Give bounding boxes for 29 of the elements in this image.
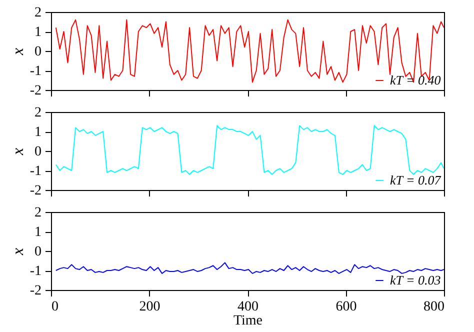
y-tick-label: 0 <box>34 244 42 260</box>
line-series <box>55 262 444 274</box>
y-axis-title: x <box>10 248 27 256</box>
line-series <box>55 19 444 83</box>
y-axis-title: x <box>10 148 27 156</box>
y-tick-label: 1 <box>34 225 42 240</box>
y-tick-label: 2 <box>34 206 42 220</box>
y-tick-label: -2 <box>30 84 42 98</box>
legend-label: kT = 0.07 <box>390 172 442 188</box>
y-tick-label: -1 <box>30 264 42 279</box>
y-tick-label: 1 <box>34 25 42 40</box>
y-tick-label: -1 <box>30 64 42 79</box>
y-tick-label: 2 <box>34 106 42 120</box>
y-tick-label: 1 <box>34 125 42 140</box>
x-tick-label: 200 <box>139 300 160 314</box>
y-tick-label: -2 <box>30 284 42 298</box>
y-tick-label: -1 <box>30 164 42 179</box>
y-axis-title: x <box>10 48 27 56</box>
legend-label: kT = 0.03 <box>390 272 442 288</box>
x-tick-label: 800 <box>424 300 444 314</box>
x-tick-label: 600 <box>336 300 357 314</box>
x-axis-title: Time <box>233 314 263 328</box>
y-tick-label: 0 <box>34 144 42 160</box>
y-tick-label: 0 <box>34 44 42 60</box>
x-tick-label: 400 <box>238 300 258 314</box>
y-tick-label: -2 <box>30 184 42 198</box>
y-tick-label: 2 <box>34 6 42 20</box>
line-series <box>55 125 444 175</box>
x-tick-label: 0 <box>52 300 58 314</box>
